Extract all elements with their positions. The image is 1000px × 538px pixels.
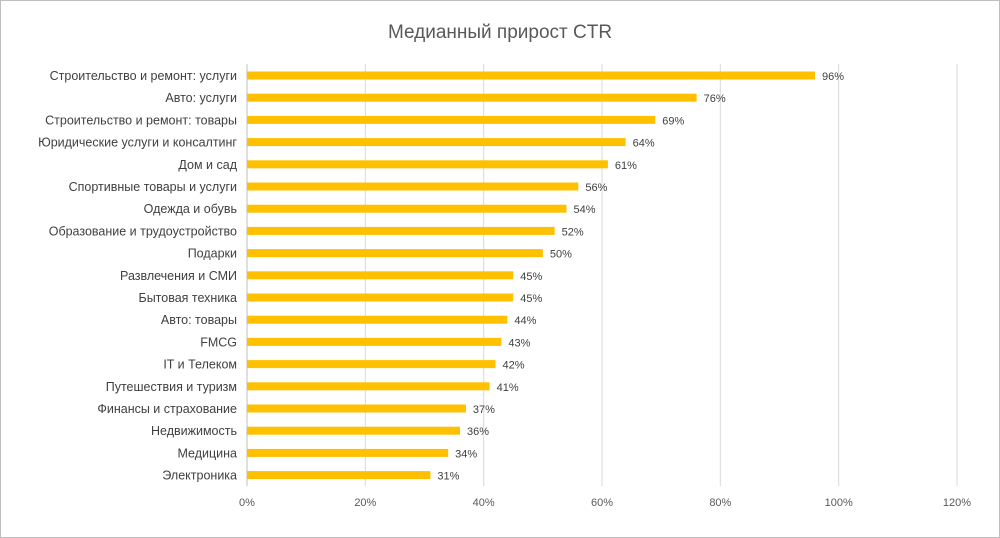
category-label: Финансы и страхование	[97, 402, 237, 416]
data-label: 50%	[550, 249, 572, 261]
data-label: 37%	[473, 404, 495, 416]
bar	[247, 138, 626, 147]
bar	[247, 93, 697, 102]
x-tick-label: 0%	[239, 497, 255, 509]
bar	[247, 471, 431, 480]
data-label: 31%	[437, 471, 459, 483]
bar	[247, 249, 543, 258]
data-label: 45%	[520, 271, 542, 283]
bar	[247, 337, 502, 346]
data-label: 64%	[633, 138, 655, 150]
bar	[247, 448, 449, 457]
category-label: Медицина	[177, 446, 237, 460]
bar	[247, 115, 656, 124]
bar	[247, 404, 466, 413]
x-tick-label: 80%	[709, 497, 731, 509]
data-label: 56%	[585, 182, 607, 194]
category-label: Строительство и ремонт: услуги	[50, 69, 237, 83]
data-label: 96%	[822, 71, 844, 83]
category-label: Электроника	[162, 469, 237, 483]
data-label: 43%	[508, 337, 530, 349]
data-label: 61%	[615, 160, 637, 172]
bar	[247, 315, 508, 324]
bar	[247, 226, 555, 235]
category-label: Путешествия и туризм	[106, 380, 237, 394]
category-label: Дом и сад	[178, 158, 237, 172]
bar	[247, 71, 815, 80]
category-label: Спортивные товары и услуги	[69, 180, 237, 194]
data-label: 76%	[704, 93, 726, 105]
category-label: FMCG	[200, 335, 237, 349]
data-label: 42%	[503, 360, 525, 372]
bar	[247, 271, 514, 280]
x-tick-label: 20%	[354, 497, 376, 509]
data-label: 41%	[497, 382, 519, 394]
x-tick-label: 100%	[825, 497, 853, 509]
category-label: Авто: услуги	[165, 91, 237, 105]
category-label: Строительство и ремонт: товары	[45, 113, 237, 127]
category-label: Одежда и обувь	[144, 202, 237, 216]
x-tick-label: 40%	[473, 497, 495, 509]
bar	[247, 426, 460, 435]
data-label: 54%	[574, 204, 596, 216]
chart-title: Медианный прирост CTR	[387, 22, 613, 43]
data-label: 45%	[520, 293, 542, 305]
category-label: Образование и трудоустройство	[49, 224, 237, 238]
data-label: 36%	[467, 426, 489, 438]
data-label: 69%	[662, 115, 684, 127]
data-label: 44%	[514, 315, 536, 327]
category-label: Юридические услуги и консалтинг	[38, 136, 237, 150]
bar	[247, 182, 579, 191]
category-label: Подарки	[188, 247, 237, 261]
bar	[247, 204, 567, 213]
data-label: 34%	[455, 448, 477, 460]
bar	[247, 293, 514, 302]
bar	[247, 360, 496, 369]
category-label: Недвижимость	[151, 424, 237, 438]
category-label: Бытовая техника	[138, 291, 237, 305]
category-label: Авто: товары	[161, 313, 237, 327]
category-label: IT и Телеком	[163, 358, 237, 372]
bar	[247, 382, 490, 391]
category-label: Развлечения и СМИ	[120, 269, 237, 283]
x-tick-label: 60%	[591, 497, 613, 509]
bar	[247, 160, 608, 169]
data-label: 52%	[562, 226, 584, 238]
x-tick-label: 120%	[943, 497, 971, 509]
